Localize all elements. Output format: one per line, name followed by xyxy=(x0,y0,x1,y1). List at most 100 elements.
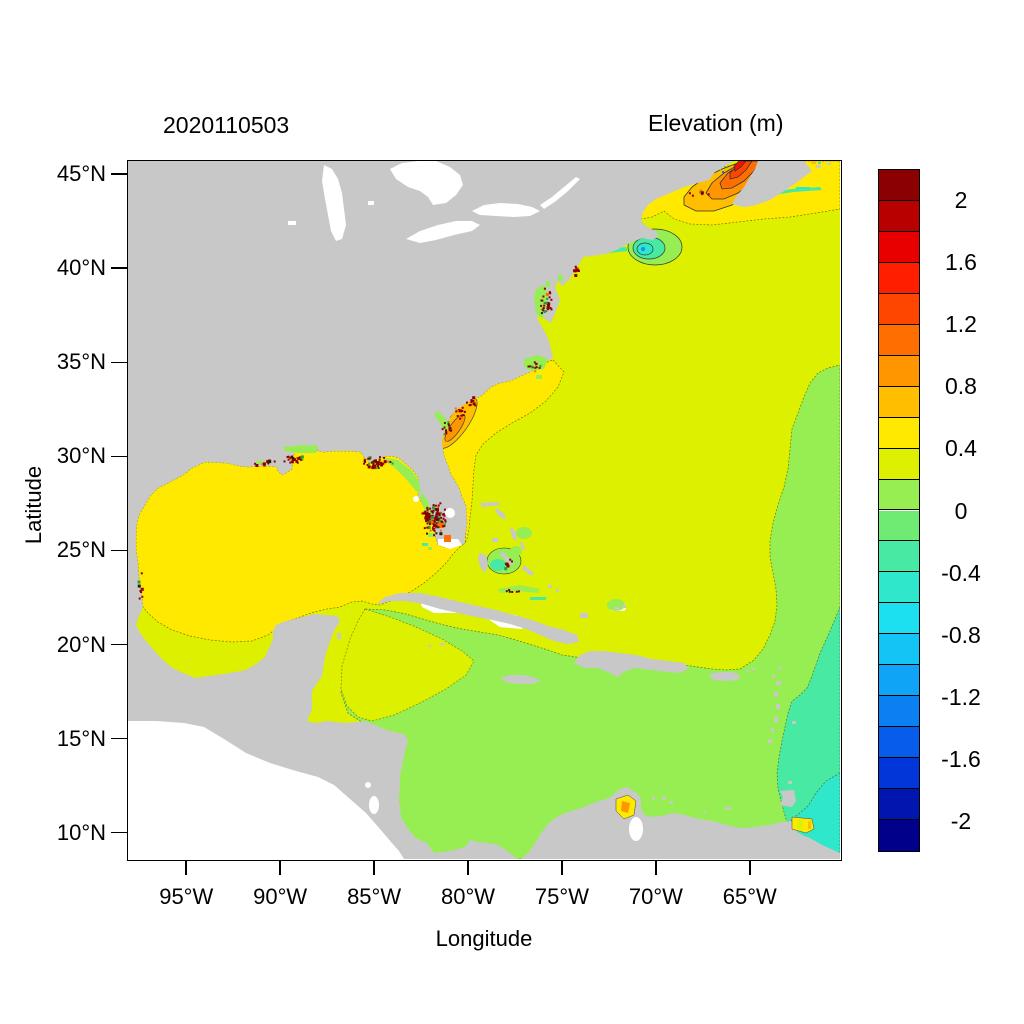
y-tick-label: 10°N xyxy=(56,819,106,845)
colorbar-cell xyxy=(879,820,919,851)
y-tick-mark xyxy=(111,549,127,552)
tci-green xyxy=(607,599,625,611)
nantucket-center-dot xyxy=(640,246,646,252)
y-tick-label: 45°N xyxy=(56,161,106,187)
colorbar-cell xyxy=(879,789,919,821)
eleuthera-green xyxy=(516,527,532,539)
x-tick-mark xyxy=(655,860,657,875)
fundy-blue-speck xyxy=(722,171,724,173)
colorbar-cell xyxy=(879,634,919,666)
x-tick-label: 95°W xyxy=(159,884,214,909)
x-tick-mark xyxy=(373,860,375,875)
land-north-america xyxy=(128,161,734,859)
colorbar-cell xyxy=(879,170,919,201)
x-tick-label: 70°W xyxy=(628,884,683,909)
plot-title-date: 2020110503 xyxy=(163,112,290,138)
land-nova-scotia xyxy=(732,161,812,207)
y-tick-mark xyxy=(111,831,127,834)
y-tick-label: 35°N xyxy=(56,349,106,375)
islands xyxy=(337,502,796,813)
map-canvas xyxy=(128,161,840,859)
colorbar-cell xyxy=(879,262,919,294)
colorbar-cell xyxy=(879,603,919,635)
colorbar-tick-label: 0.8 xyxy=(945,373,977,400)
colorbar-tick-label: -0.4 xyxy=(941,559,981,586)
colorbar-tick-label: -0.8 xyxy=(941,621,981,648)
land-hispaniola xyxy=(574,651,689,677)
x-tick-mark xyxy=(749,860,751,875)
colorbar-tick-label: 1.2 xyxy=(945,311,977,338)
colorbar-cell xyxy=(879,665,919,697)
colorbar-cell xyxy=(879,541,919,573)
swfl-orange-2 xyxy=(444,535,451,542)
y-tick-mark xyxy=(111,173,127,175)
venezuela-orange xyxy=(621,801,630,813)
x-tick-label: 80°W xyxy=(441,884,496,909)
colorbar-cell xyxy=(879,386,919,418)
x-tick-label: 75°W xyxy=(534,884,589,909)
cb-orange-bit xyxy=(811,161,816,164)
y-tick-label: 20°N xyxy=(56,631,106,657)
great-lakes xyxy=(288,161,580,243)
x-tick-label: 90°W xyxy=(253,884,308,909)
colorbar-cell xyxy=(879,231,919,263)
colorbar-tick-label: -1.6 xyxy=(941,745,981,772)
x-tick-mark xyxy=(467,860,469,875)
colorbar-cell xyxy=(879,417,919,449)
land-puerto-rico xyxy=(709,672,740,681)
y-tick-mark xyxy=(111,643,127,646)
x-tick-label: 85°W xyxy=(347,884,402,909)
colorbar-cell xyxy=(879,696,919,728)
colorbar-cell xyxy=(879,758,919,790)
colorbar-tick-label: 1.6 xyxy=(945,249,977,276)
colorbar-cell xyxy=(879,479,919,511)
trinidad-orange-stripe xyxy=(808,821,811,829)
colorbar-tick-label: -2 xyxy=(950,807,972,834)
colorbar-tick-label: -1.2 xyxy=(941,683,981,710)
land-trinidad xyxy=(780,790,796,807)
li-sound-cyan xyxy=(618,248,623,250)
ns-shore-cyan xyxy=(796,187,810,189)
colorbar-tick-label: 0.4 xyxy=(945,435,977,462)
land-south-america xyxy=(521,787,840,859)
islet xyxy=(816,165,821,168)
x-tick-label: 65°W xyxy=(722,884,777,909)
x-tick-mark xyxy=(185,860,188,875)
contour-map-svg xyxy=(128,161,840,859)
islet xyxy=(827,163,831,165)
y-tick-label: 25°N xyxy=(56,537,106,563)
colorbar-cell xyxy=(879,324,919,356)
y-tick-mark xyxy=(111,737,127,740)
colorbar-cell xyxy=(879,293,919,325)
colorbar-cell xyxy=(879,727,919,759)
colorbar-cell xyxy=(879,355,919,387)
land-jamaica xyxy=(500,675,540,684)
trinidad-chartreuse-stripe xyxy=(796,819,804,831)
colorbar-title: Elevation (m) xyxy=(648,110,784,136)
contour-ring-1p6 xyxy=(733,161,747,172)
colorbar-cell xyxy=(879,448,919,480)
outside-domain-pacific xyxy=(128,721,404,859)
old-bahama-teal xyxy=(530,597,546,600)
band-chartreuse-nw-caribbean xyxy=(340,608,475,722)
wet-cell-speckles xyxy=(137,189,710,600)
exuma-green xyxy=(510,546,522,556)
y-tick-mark xyxy=(111,455,127,458)
x-tick-mark xyxy=(279,860,281,875)
x-tick-mark xyxy=(561,860,563,875)
colorbar xyxy=(878,169,920,852)
colorbar-cell xyxy=(879,200,919,232)
x-axis-label: Longitude xyxy=(435,926,533,951)
y-axis-label: Latitude xyxy=(21,465,46,545)
y-tick-label: 40°N xyxy=(56,255,106,281)
y-tick-mark xyxy=(111,267,127,270)
land-cuba xyxy=(376,593,579,644)
colorbar-cell xyxy=(879,572,919,604)
y-tick-label: 30°N xyxy=(56,443,106,469)
y-tick-mark xyxy=(111,361,127,364)
y-tick-label: 15°N xyxy=(56,725,106,751)
colorbar-tick-label: 2 xyxy=(954,187,968,214)
colorbar-tick-label: 0 xyxy=(954,497,968,524)
colorbar-cell xyxy=(879,510,919,542)
cb-teal-bit xyxy=(818,162,821,164)
